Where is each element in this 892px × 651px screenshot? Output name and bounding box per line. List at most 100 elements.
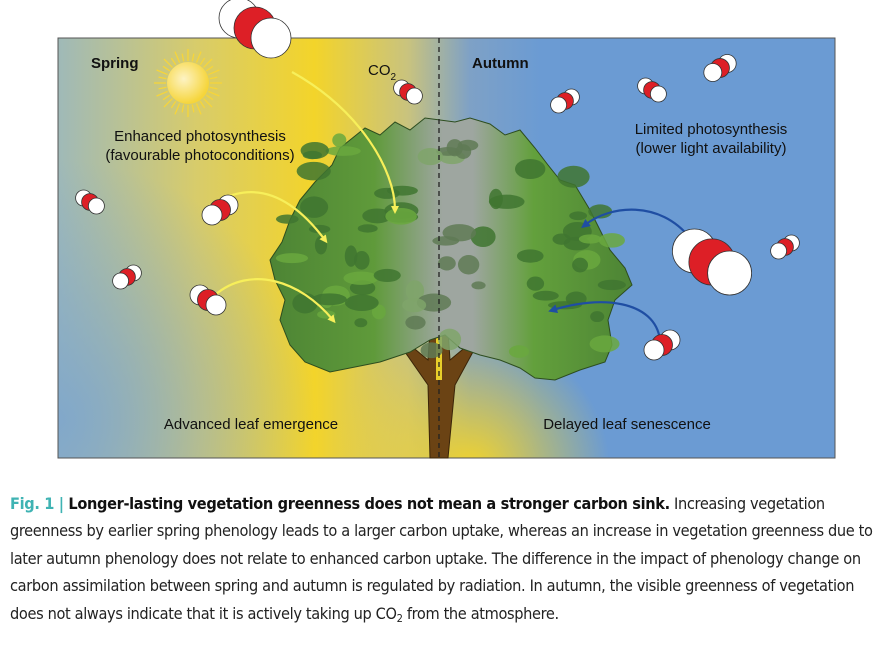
co2-molecule bbox=[201, 194, 239, 226]
leaf-cluster bbox=[547, 301, 582, 310]
sun-ray bbox=[208, 90, 220, 97]
leaf-cluster bbox=[292, 292, 318, 314]
sun-ray bbox=[205, 65, 214, 72]
sun-ray bbox=[162, 94, 171, 101]
co2-molecule bbox=[550, 88, 580, 114]
phenology-figure: Spring Autumn CO2 Enhanced photosynthesi… bbox=[57, 0, 836, 459]
leaf-cluster bbox=[455, 144, 472, 159]
leaf-cluster bbox=[432, 236, 460, 246]
sun-ray bbox=[181, 104, 185, 113]
sun-disc bbox=[167, 62, 209, 104]
leaf-cluster bbox=[405, 280, 425, 302]
leaf-cluster bbox=[516, 249, 544, 263]
label-limited-2: (lower light availability) bbox=[636, 140, 787, 157]
leaf-cluster bbox=[311, 293, 347, 306]
co2-molecule bbox=[218, 0, 292, 59]
co2-molecule bbox=[637, 77, 667, 103]
leaf-cluster bbox=[325, 146, 361, 156]
leaf-cluster bbox=[417, 148, 443, 166]
sun-ray bbox=[158, 76, 167, 80]
sun-ray bbox=[158, 86, 167, 90]
leaf-cluster bbox=[275, 253, 309, 264]
leaf-cluster bbox=[508, 345, 529, 358]
label-enhanced-2: (favourable photoconditions) bbox=[105, 147, 294, 164]
sun-ray bbox=[199, 57, 206, 66]
sun-ray bbox=[195, 103, 202, 115]
yellow-arrow-1 bbox=[219, 191, 328, 244]
sun-ray bbox=[181, 53, 185, 62]
yellow-arrow-co2 bbox=[291, 71, 399, 214]
leaf-clusters bbox=[275, 133, 626, 359]
label-enhanced-1: Enhanced photosynthesis bbox=[114, 128, 286, 145]
co2-molecule bbox=[189, 284, 227, 316]
leaf-cluster bbox=[332, 133, 347, 148]
label-co2: CO2 bbox=[368, 62, 397, 83]
leaf-cluster bbox=[402, 298, 427, 313]
label-autumn: Autumn bbox=[472, 55, 529, 72]
co2-molecules bbox=[75, 0, 800, 361]
leaf-cluster bbox=[489, 188, 503, 210]
co2-molecule bbox=[672, 228, 752, 296]
leaf-cluster bbox=[302, 150, 322, 160]
leaf-cluster bbox=[557, 165, 590, 188]
leaf-cluster bbox=[374, 187, 400, 199]
leaf-cluster bbox=[420, 342, 443, 359]
caption-body-end: from the atmosphere. bbox=[402, 603, 559, 623]
co2-molecule bbox=[770, 234, 800, 260]
leaf-cluster bbox=[300, 196, 329, 218]
sun-ray bbox=[191, 53, 195, 62]
leaf-cluster bbox=[437, 256, 456, 271]
leaf-cluster bbox=[572, 257, 589, 273]
sun-ray bbox=[209, 76, 218, 80]
blue-arrow-1 bbox=[581, 208, 691, 239]
leaf-cluster bbox=[526, 276, 545, 291]
leaf-cluster bbox=[590, 311, 605, 323]
sun-ray bbox=[203, 98, 213, 108]
figure-caption: Fig. 1 | Longer-lasting vegetation green… bbox=[10, 490, 880, 627]
leaf-cluster bbox=[588, 204, 613, 219]
co2-molecule bbox=[75, 189, 105, 215]
sun-ray bbox=[195, 51, 202, 63]
leaf-cluster bbox=[457, 254, 480, 275]
leaf-cluster bbox=[343, 271, 379, 285]
co2-molecule bbox=[112, 264, 142, 290]
leaf-cluster bbox=[385, 208, 417, 225]
leaf-cluster bbox=[296, 161, 331, 181]
sun-ray bbox=[162, 65, 171, 72]
sun-ray bbox=[170, 57, 177, 66]
label-limited-1: Limited photosynthesis bbox=[635, 121, 788, 138]
label-advanced: Advanced leaf emergence bbox=[164, 416, 338, 433]
blue-arrow-2 bbox=[548, 301, 662, 341]
co2-molecule bbox=[703, 54, 737, 82]
leaf-cluster bbox=[353, 250, 370, 270]
sun-ray bbox=[163, 98, 173, 108]
sun-ray bbox=[209, 86, 218, 90]
leaf-cluster bbox=[276, 214, 299, 224]
sun-ray bbox=[208, 69, 220, 76]
label-spring: Spring bbox=[91, 55, 139, 72]
co2-molecule bbox=[393, 79, 423, 105]
leaf-cluster bbox=[589, 335, 620, 353]
leaf-cluster bbox=[597, 279, 626, 291]
sun-ray bbox=[205, 94, 214, 101]
leaf-cluster bbox=[357, 224, 378, 233]
leaf-cluster bbox=[471, 281, 486, 290]
leaf-cluster bbox=[515, 158, 546, 180]
leaf-cluster bbox=[438, 328, 462, 351]
tree bbox=[269, 117, 633, 459]
sun-ray bbox=[199, 100, 206, 109]
leaf-cluster bbox=[344, 294, 379, 311]
sun-icon bbox=[154, 49, 222, 117]
caption-title: Longer-lasting vegetation greenness does… bbox=[68, 494, 670, 513]
tree-crown bbox=[269, 117, 633, 381]
leaf-cluster bbox=[362, 208, 392, 224]
sun-ray bbox=[170, 100, 177, 109]
sun-ray bbox=[174, 103, 181, 115]
leaf-cluster bbox=[405, 315, 426, 330]
leaf-cluster bbox=[532, 290, 559, 301]
sun-ray bbox=[163, 58, 173, 68]
yellow-arrow-2 bbox=[214, 278, 336, 324]
leaf-cluster bbox=[373, 268, 401, 283]
sun-ray bbox=[156, 69, 168, 76]
leaf-cluster bbox=[569, 211, 588, 221]
